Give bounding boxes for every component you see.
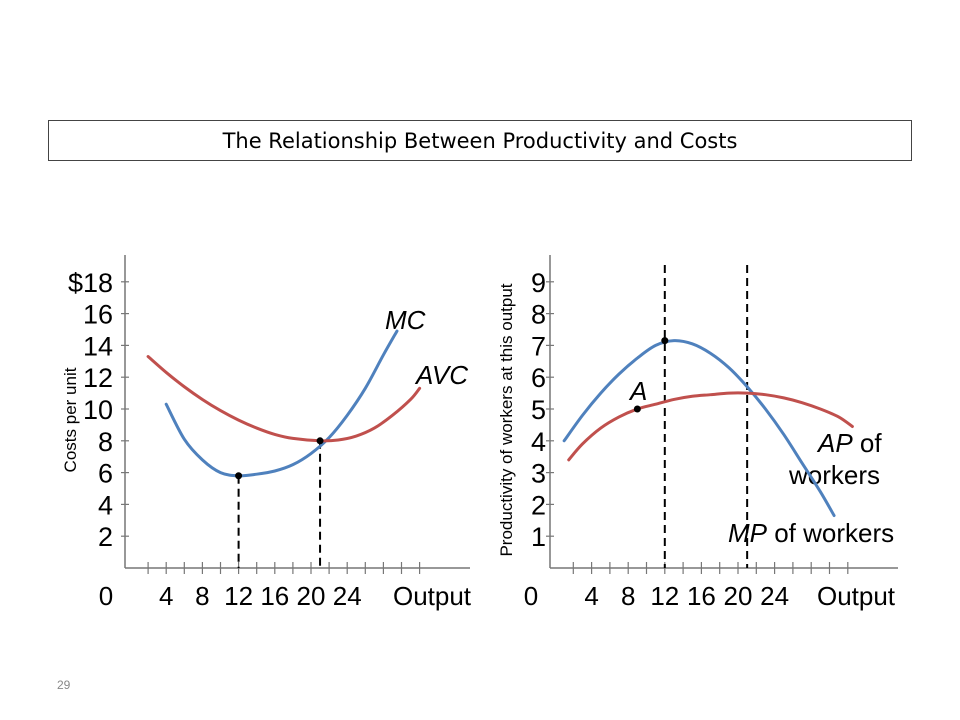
productivity-y-tick-label: 6 bbox=[531, 363, 546, 393]
cost-y-tick-label: 8 bbox=[98, 427, 113, 457]
cost-y-tick-label: $18 bbox=[68, 268, 113, 298]
productivity-x-tick-label: 4 bbox=[584, 581, 598, 611]
mc-curve bbox=[164, 329, 399, 478]
right-y-axis-label: Productivity of workers at this output bbox=[497, 283, 516, 556]
cost-y-tick-label: 6 bbox=[98, 459, 113, 489]
productivity-x-tick-label: 8 bbox=[621, 581, 635, 611]
cost-x-tick-label: 24 bbox=[333, 581, 362, 611]
productivity-chart: Productivity of workers at this output O… bbox=[497, 255, 898, 611]
productivity-y-tick-label: 8 bbox=[531, 300, 546, 330]
cost-x-tick-label: 16 bbox=[260, 581, 289, 611]
cost-x-tick-label: 4 bbox=[159, 581, 173, 611]
point-a-label: A bbox=[628, 376, 647, 406]
productivity-point-marker bbox=[633, 405, 641, 413]
avc-curve-label: AVC bbox=[414, 360, 468, 390]
productivity-y-tick-label: 1 bbox=[531, 522, 546, 552]
cost-chart: Costs per unit Output MC AVC 24681012141… bbox=[61, 255, 472, 611]
ap-curve-label: AP of bbox=[816, 428, 882, 458]
cost-y-tick-label: 16 bbox=[83, 300, 113, 330]
left-x-axis-label: Output bbox=[393, 581, 472, 611]
slide-title: The Relationship Between Productivity an… bbox=[48, 120, 912, 161]
productivity-x-tick-label: 12 bbox=[650, 581, 679, 611]
mc-curve-label: MC bbox=[385, 305, 426, 335]
productivity-y-tick-label: 7 bbox=[531, 331, 546, 361]
productivity-x-tick-label: 24 bbox=[760, 581, 789, 611]
avc-curve bbox=[146, 355, 422, 443]
ap-of-workers-curve bbox=[567, 391, 854, 462]
left-y-axis-label: Costs per unit bbox=[61, 367, 80, 472]
productivity-y-tick-label: 3 bbox=[531, 459, 546, 489]
productivity-point-marker bbox=[661, 337, 669, 345]
cost-y-tick-label: 2 bbox=[98, 522, 113, 552]
productivity-y-tick-label: 5 bbox=[531, 395, 546, 425]
cost-x-tick-label: 8 bbox=[195, 581, 209, 611]
productivity-x-tick-label: 20 bbox=[724, 581, 753, 611]
productivity-y-tick-label: 2 bbox=[531, 490, 546, 520]
cost-x-tick-label: 0 bbox=[99, 581, 113, 611]
ap-label-rest: of bbox=[853, 428, 883, 458]
mp-curve-label: MP of workers bbox=[728, 518, 894, 548]
mp-of-workers-curve bbox=[562, 339, 836, 518]
mp-label-rest: of workers bbox=[767, 518, 894, 548]
cost-point-marker bbox=[235, 472, 243, 480]
productivity-x-tick-label: 0 bbox=[524, 581, 538, 611]
cost-y-tick-label: 10 bbox=[83, 395, 113, 425]
cost-y-tick-label: 12 bbox=[83, 363, 113, 393]
productivity-y-tick-label: 9 bbox=[531, 268, 546, 298]
productivity-y-tick-label: 4 bbox=[531, 427, 546, 457]
cost-x-tick-label: 12 bbox=[224, 581, 253, 611]
right-x-axis-label: Output bbox=[817, 581, 896, 611]
productivity-x-tick-label: 16 bbox=[687, 581, 716, 611]
cost-y-tick-label: 14 bbox=[83, 331, 113, 361]
cost-point-marker bbox=[316, 437, 324, 445]
slide-number: 29 bbox=[57, 678, 71, 692]
cost-x-tick-label: 20 bbox=[297, 581, 326, 611]
cost-y-tick-label: 4 bbox=[98, 490, 113, 520]
ap-label-italic: AP bbox=[816, 428, 853, 458]
